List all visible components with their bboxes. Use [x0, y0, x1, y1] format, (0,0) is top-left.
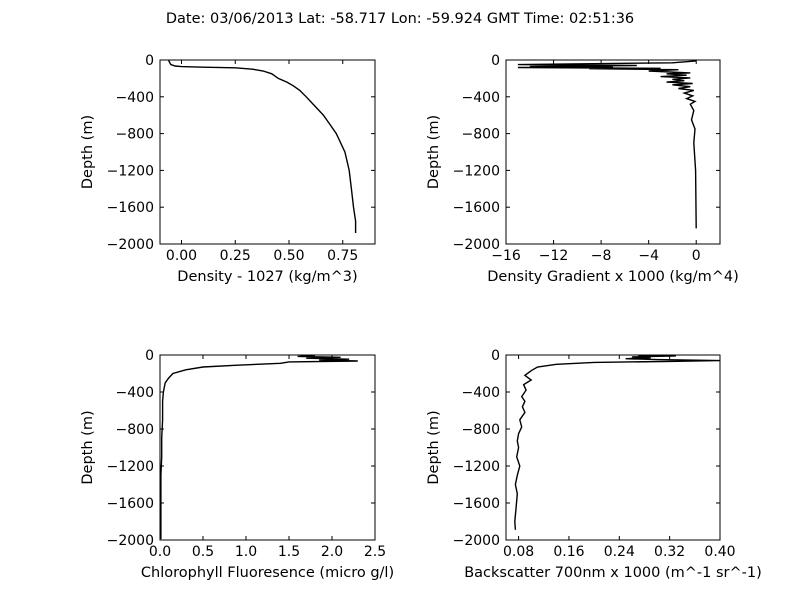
y-tick-label: 0: [491, 53, 500, 69]
series-line: [160, 354, 358, 540]
plot-frame: [505, 59, 721, 245]
y-axis-label: Depth (m): [80, 115, 96, 189]
y-tick-label: −1200: [453, 163, 500, 179]
x-tick-label: 0.5: [192, 544, 214, 560]
y-axis-label: Depth (m): [80, 410, 96, 484]
x-tick-label: 0.16: [553, 544, 584, 560]
y-axis-label: Depth (m): [426, 115, 442, 189]
y-tick-label: 0: [491, 348, 500, 364]
x-tick-label: −4: [638, 248, 659, 264]
y-tick-label: −800: [116, 127, 154, 143]
subplot-4: 0.08 0.16 0.24 0.32 0.40 0 −400 −800 −1200 −1600 −…: [426, 348, 762, 581]
y-tick-label: −1600: [453, 496, 500, 512]
y-tick-label: −1200: [453, 459, 500, 475]
subplot-2: −16 −12 −8 −4 00−400−800−1200−1600−2000Densi…: [426, 53, 739, 285]
y-axis-label: Depth (m): [426, 410, 442, 484]
x-tick-label: 0.75: [327, 248, 358, 264]
x-tick-label: 0.24: [604, 544, 635, 560]
x-axis-label: Density - 1027 (kg/m^3): [177, 269, 357, 285]
series-line: [514, 354, 721, 530]
series-line: [167, 60, 357, 233]
series-line: [517, 60, 697, 229]
x-tick-label: −8: [591, 248, 612, 264]
x-tick-label: 0.08: [503, 544, 534, 560]
plot-frame: [159, 59, 376, 245]
subplot-3: 0.0 0.5 1.0 1.5 2.0 2.5 0 −400 −800 −1200 −1600 −20…: [80, 348, 394, 581]
y-tick-label: −1200: [107, 163, 154, 179]
figure-title: Date: 03/06/2013 Lat: -58.717 Lon: -59.9…: [166, 11, 634, 27]
x-tick-label: 0.25: [220, 248, 251, 264]
y-tick-label: −2000: [107, 237, 154, 253]
x-tick-label: 0.00: [166, 248, 197, 264]
y-tick-label: −400: [462, 90, 500, 106]
y-tick-label: −2000: [453, 237, 500, 253]
x-tick-label: 0.40: [704, 544, 735, 560]
x-axis-label: Density Gradient x 1000 (kg/m^4): [487, 269, 738, 285]
y-tick-label: −1600: [107, 496, 154, 512]
x-tick-label: −16: [491, 248, 521, 264]
y-tick-label: −400: [116, 385, 154, 401]
x-tick-label: 0.50: [273, 248, 304, 264]
x-tick-label: 1.5: [278, 544, 300, 560]
plot-frame: [505, 354, 721, 541]
subplot-grid: 0.00 0.25 0.50 0.750−400−800−1200−1600−2000…: [80, 53, 762, 581]
x-tick-label: 0.0: [149, 544, 171, 560]
y-tick-label: −400: [462, 385, 500, 401]
x-tick-label: 2.0: [321, 544, 343, 560]
x-tick-label: 1.0: [235, 544, 257, 560]
y-tick-label: −1600: [453, 200, 500, 216]
subplot-1: 0.00 0.25 0.50 0.75 0 −400 −800 −1200 −1600 −2000…: [80, 53, 376, 285]
y-tick-label: −2000: [453, 533, 500, 549]
y-tick-label: −800: [462, 422, 500, 438]
y-tick-label: 0: [145, 348, 154, 364]
plot-frame: [159, 354, 376, 541]
y-tick-label: −1600: [107, 200, 154, 216]
y-tick-label: −800: [116, 422, 154, 438]
x-tick-label: 0.32: [654, 544, 685, 560]
x-tick-label: −12: [539, 248, 569, 264]
x-tick-label: 2.5: [364, 544, 386, 560]
y-tick-label: −1200: [107, 459, 154, 475]
x-axis-label: Chlorophyll Fluoresence (micro g/l): [141, 565, 394, 581]
y-tick-label: −2000: [107, 533, 154, 549]
y-tick-label: 0: [145, 53, 154, 69]
x-axis-label: Backscatter 700nm x 1000 (m^-1 sr^-1): [464, 565, 762, 581]
y-tick-label: −800: [462, 127, 500, 143]
y-tick-label: −400: [116, 90, 154, 106]
x-tick-label: 0: [692, 248, 701, 264]
